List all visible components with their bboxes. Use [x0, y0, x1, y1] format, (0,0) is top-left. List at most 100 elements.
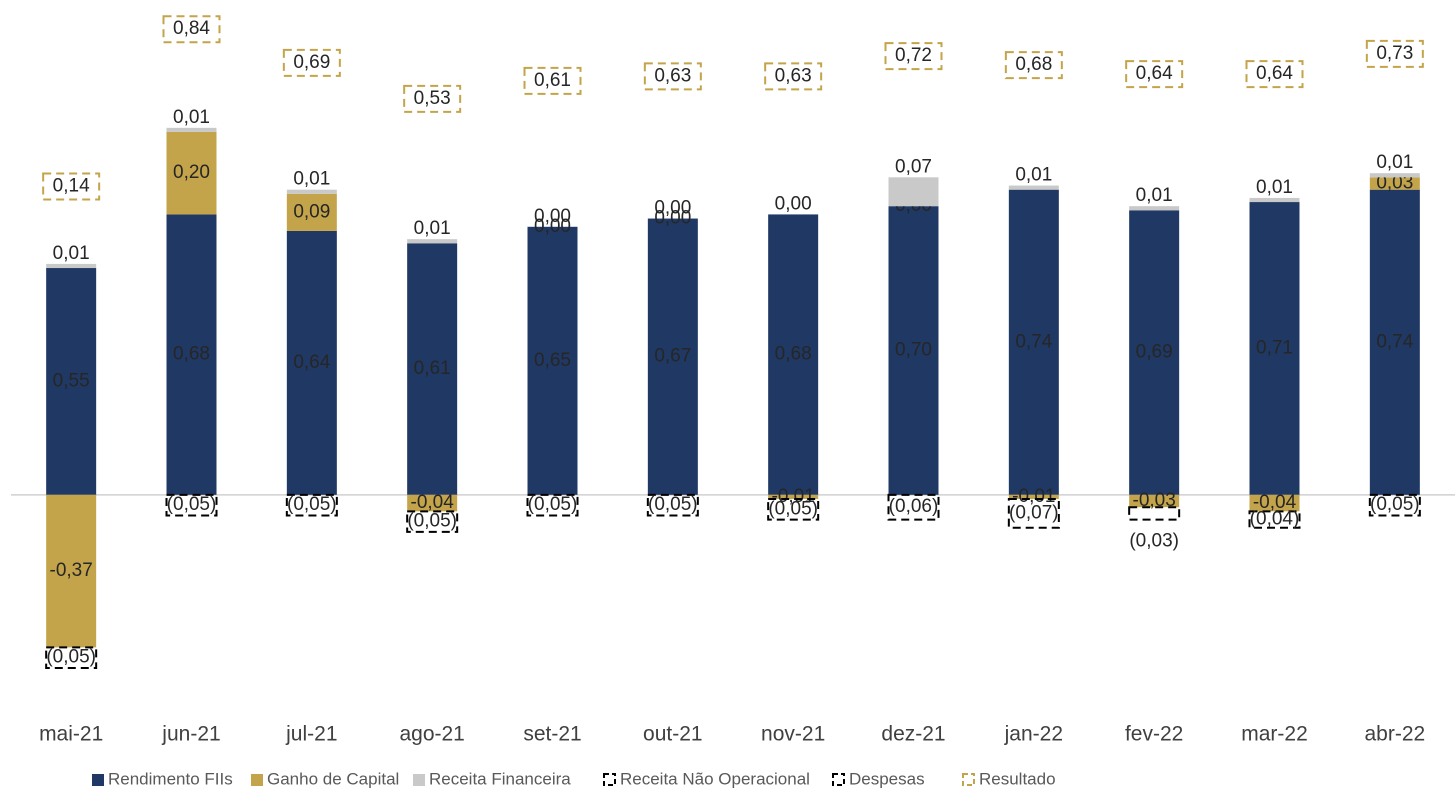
value-label: (0,06) [889, 496, 939, 517]
bar-segment [407, 494, 458, 512]
value-label: 0,00 [654, 198, 691, 219]
result-label: 0,63 [654, 65, 691, 86]
value-label: -0,03 [1133, 490, 1176, 511]
value-label: (0,03) [1129, 531, 1179, 552]
value-label: (0,05) [167, 494, 217, 515]
result-box [884, 42, 943, 71]
x-tick-label: nov-21 [761, 723, 825, 746]
dashed-segment [165, 493, 218, 517]
legend-label: Ganho de Capital [267, 769, 399, 788]
result-box [1365, 39, 1424, 68]
bar-segment [407, 239, 458, 244]
value-label: 0,01 [1256, 177, 1293, 198]
legend-swatch [832, 773, 845, 786]
value-label: 0,01 [173, 107, 210, 128]
dashed-segment [45, 646, 98, 670]
value-label: (0,05) [528, 494, 578, 515]
bar-segment [1249, 494, 1300, 512]
result-box [1004, 51, 1063, 80]
value-label: 0,68 [173, 344, 210, 365]
value-label: 0,00 [534, 216, 571, 237]
value-label: 0,55 [53, 370, 90, 391]
result-box [1125, 60, 1184, 89]
bar-segment [46, 494, 97, 648]
legend-label: Despesas [849, 769, 925, 788]
value-label: 0,70 [895, 340, 932, 361]
x-tick-label: jun-21 [161, 723, 220, 746]
legend-label: Receita Não Operacional [620, 769, 810, 788]
value-label: 0,69 [1136, 342, 1173, 363]
result-label: 0,68 [1015, 54, 1052, 75]
value-label: (0,05) [407, 511, 457, 532]
result-box [764, 62, 823, 91]
x-tick-label: set-21 [523, 723, 581, 746]
bar-segment [1008, 185, 1059, 190]
legend-label: Receita Financeira [429, 769, 571, 788]
value-label: 0,67 [654, 346, 691, 367]
result-box [282, 48, 341, 77]
x-tick-label: mar-22 [1241, 723, 1308, 746]
value-label: 0,00 [775, 193, 812, 214]
value-label: (0,05) [648, 494, 698, 515]
dashed-segment [646, 493, 699, 517]
value-label: (0,07) [1009, 502, 1059, 523]
result-box [1245, 60, 1304, 89]
value-label: 0,64 [293, 352, 330, 373]
legend-swatch [413, 774, 425, 786]
legend-label: Rendimento FIIs [108, 769, 233, 788]
value-label: 0,68 [775, 344, 812, 365]
value-label: 0,07 [895, 156, 932, 177]
x-tick-label: abr-22 [1364, 723, 1425, 746]
legend-swatch [251, 774, 263, 786]
result-label: 0,14 [53, 175, 90, 196]
result-box [162, 15, 221, 44]
bar-segment [1249, 197, 1300, 203]
result-label: 0,73 [1376, 43, 1413, 64]
x-tick-label: fev-22 [1125, 723, 1183, 746]
value-label: 0,01 [414, 218, 451, 239]
x-tick-label: jul-21 [285, 723, 337, 746]
legend-swatch [92, 774, 104, 786]
value-label: -0,04 [411, 492, 455, 513]
bar-segment [1008, 494, 1059, 499]
x-tick-label: ago-21 [399, 723, 464, 746]
bar-segment [1129, 494, 1180, 508]
value-label: (0,04) [1250, 509, 1300, 530]
value-label: 0,74 [1015, 331, 1052, 352]
bar-segment [286, 230, 337, 495]
bar-segment [166, 214, 217, 495]
value-label: 0,01 [53, 243, 90, 264]
value-label: 0,01 [1015, 165, 1052, 186]
x-tick-label: jan-22 [1004, 723, 1063, 746]
value-label: -0,01 [1012, 486, 1055, 507]
value-label: (0,05) [287, 494, 337, 515]
bar-segment [407, 243, 458, 495]
result-box [523, 66, 582, 95]
value-label: -0,37 [50, 560, 93, 581]
dashed-segment [767, 497, 820, 521]
value-label: 0,01 [1376, 152, 1413, 173]
value-label: (0,05) [768, 498, 818, 519]
dashed-segment [526, 493, 579, 517]
dashed-segment [887, 493, 940, 521]
dashed-segment [285, 493, 338, 517]
bar-segment [286, 193, 337, 231]
bar-segment [1369, 177, 1420, 190]
dashed-segment [1128, 506, 1181, 521]
result-label: 0,64 [1136, 63, 1173, 84]
result-box [42, 172, 101, 201]
dashed-segment [406, 510, 459, 533]
value-label: -0,04 [1253, 492, 1297, 513]
bar-segment [1129, 206, 1180, 211]
value-label: 0,20 [173, 162, 210, 183]
x-tick-label: dez-21 [881, 723, 945, 746]
value-label: 0,65 [534, 350, 571, 371]
result-label: 0,53 [414, 88, 451, 109]
legend-label: Resultado [979, 769, 1056, 788]
result-box [643, 62, 702, 91]
value-label: (0,05) [46, 647, 96, 668]
legend-swatch [962, 773, 975, 786]
result-label: 0,72 [895, 45, 932, 66]
bar-segment [1249, 202, 1300, 495]
bar-segment [286, 189, 337, 194]
